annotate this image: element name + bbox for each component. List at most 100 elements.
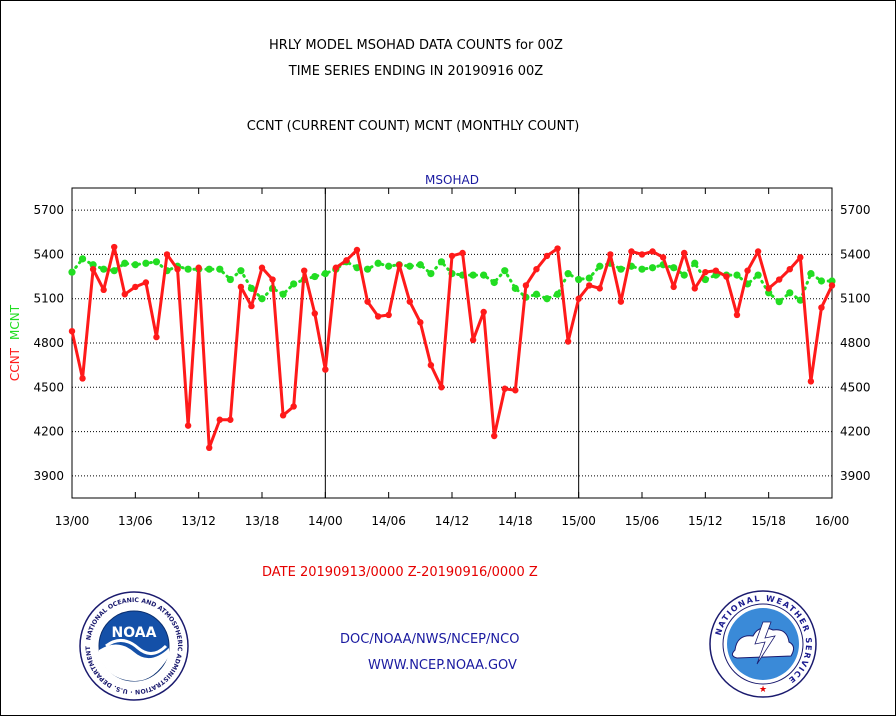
website-label: WWW.NCEP.NOAA.GOV <box>368 658 517 673</box>
y-tick-label-right: 5400 <box>840 247 871 261</box>
data-point-ccnt <box>237 283 245 291</box>
data-point-ccnt <box>533 265 540 273</box>
data-point-ccnt <box>617 298 625 305</box>
noaa-logo-icon: NATIONAL OCEANIC AND ATMOSPHERIC ADMINIS… <box>75 585 190 706</box>
x-tick-label: 15/18 <box>751 514 786 528</box>
data-point-mcnt <box>100 265 108 273</box>
data-point-ccnt <box>374 313 382 320</box>
data-point-mcnt <box>78 255 87 263</box>
y-axis-label: CCNT MCNT <box>8 304 22 381</box>
data-point-ccnt <box>269 276 276 283</box>
x-tick-label: 14/00 <box>308 514 343 528</box>
data-point-mcnt <box>511 284 519 292</box>
data-point-ccnt <box>68 327 76 335</box>
data-point-ccnt <box>586 282 593 289</box>
data-point-mcnt <box>490 278 498 287</box>
data-point-ccnt <box>501 385 508 392</box>
data-point-ccnt <box>797 254 804 261</box>
data-point-ccnt <box>163 251 171 258</box>
data-point-ccnt <box>522 282 530 289</box>
data-point-ccnt <box>417 319 424 326</box>
data-point-ccnt <box>818 304 825 311</box>
data-point-ccnt <box>459 249 466 257</box>
data-point-ccnt <box>216 416 223 423</box>
data-point-ccnt <box>322 366 329 373</box>
data-point-mcnt <box>638 265 646 273</box>
data-point-ccnt <box>723 273 730 280</box>
chart-title-line1: HRLY MODEL MSOHAD DATA COUNTS for 00Z <box>269 38 563 53</box>
data-point-ccnt <box>702 268 709 276</box>
nws-logo-icon: NATIONAL WEATHER SERVICE ★ <box>707 588 819 704</box>
data-point-ccnt <box>744 267 751 274</box>
y-axis-label-mcnt: MCNT <box>8 304 22 340</box>
data-point-mcnt <box>121 259 129 267</box>
data-point-mcnt <box>321 270 329 278</box>
data-point-mcnt <box>216 265 224 273</box>
data-point-mcnt <box>142 259 150 267</box>
data-point-mcnt <box>374 259 382 267</box>
y-tick-label-left: 4500 <box>33 380 64 394</box>
data-point-ccnt <box>79 375 86 382</box>
data-point-mcnt <box>670 264 678 272</box>
data-point-ccnt <box>311 310 318 317</box>
data-point-ccnt <box>543 252 551 260</box>
data-point-ccnt <box>712 267 720 274</box>
data-point-mcnt <box>184 265 192 273</box>
data-point-ccnt <box>649 248 656 255</box>
data-point-ccnt <box>448 252 456 260</box>
x-tick-label: 16/00 <box>815 514 850 528</box>
data-point-ccnt <box>670 283 677 291</box>
y-axis-label-ccnt: CCNT <box>8 347 22 381</box>
data-point-ccnt <box>469 336 477 344</box>
data-point-ccnt <box>564 338 572 345</box>
data-point-mcnt <box>553 290 562 298</box>
x-tick-label: 13/06 <box>118 514 153 528</box>
data-point-ccnt <box>628 248 635 255</box>
data-point-mcnt <box>152 258 161 266</box>
data-point-ccnt <box>301 267 308 274</box>
data-point-mcnt <box>817 277 826 285</box>
data-point-ccnt <box>195 264 202 271</box>
plot-title: MSOHAD <box>425 173 479 187</box>
y-tick-label-left: 5400 <box>33 247 64 261</box>
data-point-ccnt <box>153 333 160 341</box>
svg-text:★: ★ <box>759 685 767 695</box>
chart-title-line2: TIME SERIES ENDING IN 20190916 00Z <box>288 64 544 79</box>
data-point-mcnt <box>733 271 741 279</box>
data-point-ccnt <box>786 265 793 273</box>
data-point-mcnt <box>532 290 541 298</box>
data-point-ccnt <box>638 251 646 258</box>
data-point-mcnt <box>786 289 794 297</box>
data-point-ccnt <box>89 265 97 273</box>
data-point-mcnt <box>691 259 699 267</box>
data-point-mcnt <box>258 295 266 303</box>
data-point-mcnt <box>406 262 414 270</box>
data-point-mcnt <box>596 262 604 270</box>
data-point-ccnt <box>765 285 772 292</box>
y-tick-label-left: 4200 <box>33 425 64 439</box>
data-point-mcnt <box>205 265 213 273</box>
data-point-ccnt <box>111 243 118 251</box>
y-tick-label-left: 5700 <box>33 203 64 217</box>
data-point-ccnt <box>184 422 192 429</box>
data-point-mcnt <box>575 275 583 284</box>
data-point-ccnt <box>174 265 181 273</box>
data-point-ccnt <box>100 286 107 294</box>
data-point-ccnt <box>480 308 487 316</box>
y-tick-label-left: 5100 <box>33 292 64 306</box>
x-tick-label: 14/06 <box>371 514 406 528</box>
data-point-ccnt <box>396 261 403 268</box>
y-tick-label-right: 5100 <box>840 292 871 306</box>
data-point-mcnt <box>385 262 393 270</box>
x-tick-label: 14/18 <box>498 514 533 528</box>
y-tick-label-right: 5700 <box>840 203 871 217</box>
data-point-ccnt <box>754 248 762 255</box>
date-range-label: DATE 20190913/0000 Z-20190916/0000 Z <box>262 565 538 580</box>
data-point-mcnt <box>648 264 657 272</box>
x-tick-label: 15/12 <box>688 514 723 528</box>
data-point-ccnt <box>248 302 255 310</box>
agency-label: DOC/NOAA/NWS/NCEP/NCO <box>340 632 520 647</box>
data-point-ccnt <box>659 254 667 261</box>
data-point-ccnt <box>343 257 350 264</box>
